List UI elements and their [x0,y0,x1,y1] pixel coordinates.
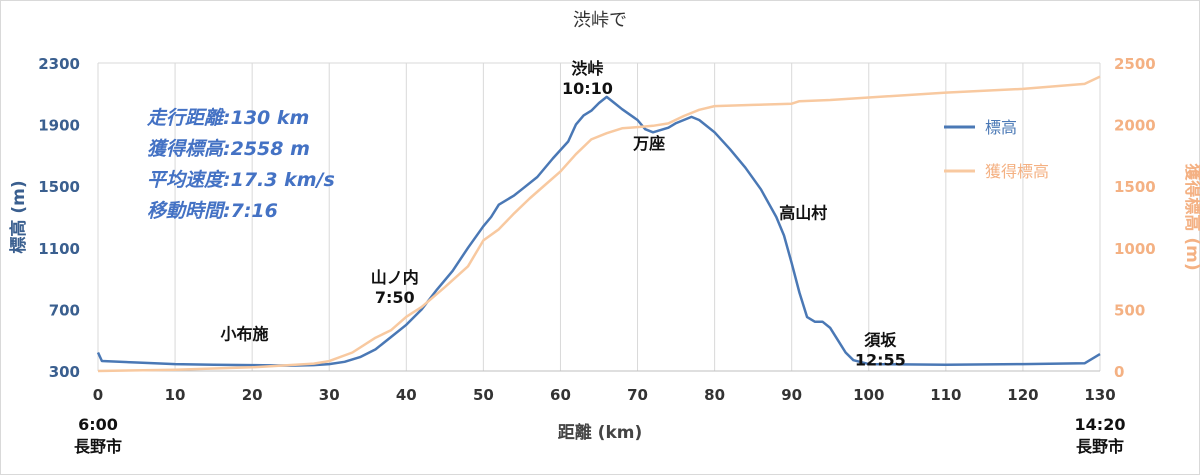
legend-label-elevation: 標高 [985,118,1017,137]
grid [97,62,1101,372]
annotation-label: 高山村 [779,204,827,223]
right-tick-label: 0 [1114,363,1124,381]
x-tick-label: 70 [627,386,648,404]
left-axis-title: 標高 (m) [8,180,29,253]
stat-line: 移動時間:7:16 [147,200,278,222]
x-tick-label: 80 [704,386,725,404]
stat-line: 走行距離:130 km [146,107,309,129]
stat-line: 平均速度:17.3 km/s [147,169,335,191]
x-tick-label: 10 [165,386,186,404]
left-tick-label: 1100 [38,240,80,258]
annotation-label: 須坂 [863,331,897,350]
x-tick-label: 100 [853,386,884,404]
elevation-line [96,95,1101,367]
x-end-label: 長野市 [1076,437,1124,456]
annotation-label: 小布施 [220,324,268,343]
annotation-label: 渋峠 [571,59,603,78]
x-tick-label: 50 [473,386,494,404]
left-tick-label: 1900 [38,117,80,135]
x-start-label: 6:00 [78,415,118,434]
x-tick-label: 110 [930,386,961,404]
right-axis-title: 獲得標高 (m) [1182,163,1200,270]
gain-line [97,75,1101,373]
annotation-label: 山ノ内 [371,268,419,287]
stats-block: 走行距離:130 km 獲得標高:2558 m 平均速度:17.3 km/s 移動時間… [146,107,335,222]
left-axis-ticks: 300 700 1100 1500 1900 2300 [38,55,80,381]
annotation-label: 12:55 [855,351,906,370]
x-axis-endpoint-labels: 6:00 長野市 14:20 長野市 [74,415,1125,456]
right-axis-ticks: 0 500 1000 1500 2000 2500 [1114,55,1156,381]
x-tick-label: 40 [396,386,417,404]
right-tick-label: 500 [1114,301,1145,319]
x-tick-label: 20 [242,386,263,404]
x-tick-label: 30 [319,386,340,404]
x-end-label: 14:20 [1075,415,1126,434]
right-tick-label: 1500 [1114,178,1156,196]
annotation-label: 万座 [632,134,665,153]
legend-label-gain: 獲得標高 [985,162,1049,181]
x-tick-label: 0 [93,386,103,404]
left-tick-label: 300 [49,363,80,381]
stat-line: 獲得標高:2558 m [147,138,310,160]
x-tick-label: 130 [1084,386,1115,404]
axis-labels: 距離 (km) 標高 (m) 獲得標高 (m) [8,163,1200,443]
right-tick-label: 2500 [1114,55,1156,73]
left-tick-label: 700 [49,301,80,319]
x-tick-label: 60 [550,386,571,404]
x-tick-label: 90 [781,386,802,404]
x-tick-label: 120 [1007,386,1038,404]
right-tick-label: 2000 [1114,117,1156,135]
chart-title: 渋峠で [573,10,627,31]
x-start-label: 長野市 [74,437,122,456]
annotation-label: 10:10 [562,79,613,98]
left-tick-label: 2300 [38,55,80,73]
x-axis-ticks: 0 10 20 30 40 50 60 70 80 90 100 110 120 130 [93,386,1116,404]
right-tick-label: 1000 [1114,240,1156,258]
x-axis-title: 距離 (km) [558,422,642,443]
series-lines [96,75,1101,373]
annotation-label: 7:50 [375,288,415,307]
left-tick-label: 1500 [38,178,80,196]
